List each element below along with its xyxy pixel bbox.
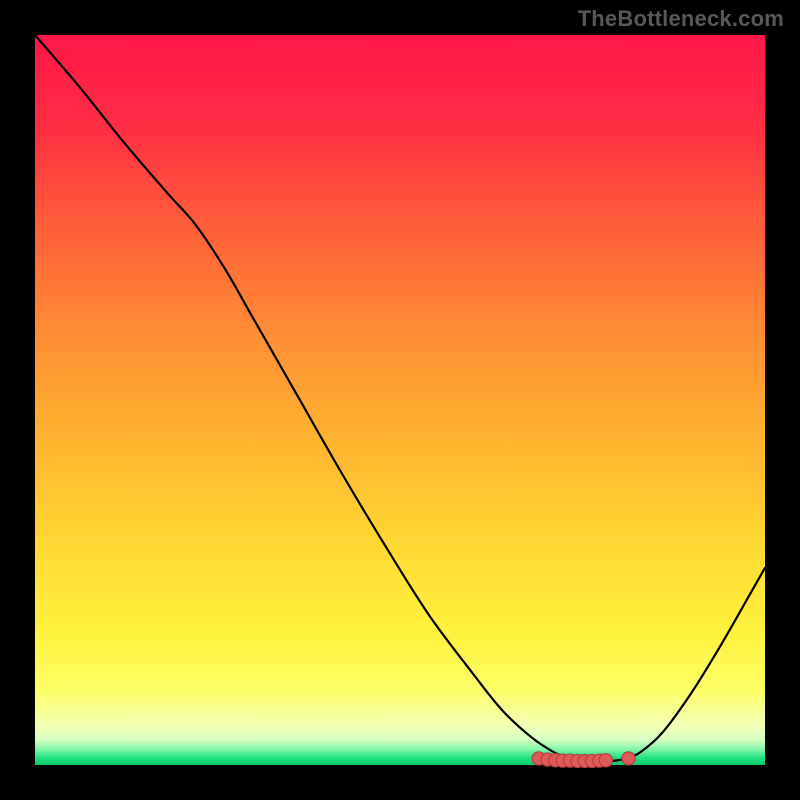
optimal-marker: [622, 752, 635, 765]
bottleneck-chart: [0, 0, 800, 800]
optimal-marker: [599, 754, 612, 767]
plot-background: [35, 35, 765, 765]
watermark-text: TheBottleneck.com: [578, 6, 784, 32]
